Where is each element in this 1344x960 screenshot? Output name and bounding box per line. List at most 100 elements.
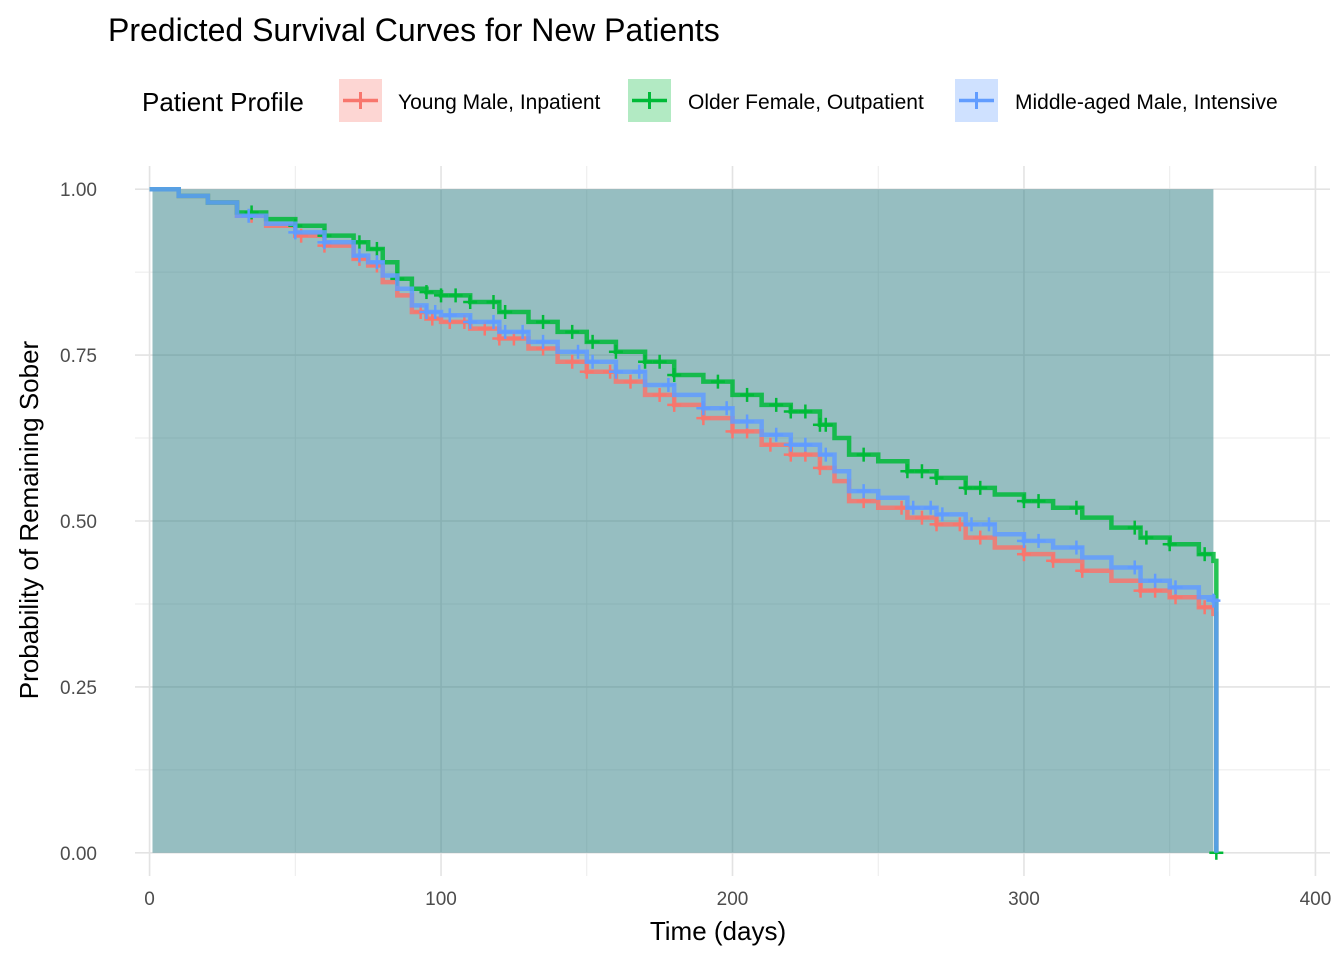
legend-label: Older Female, Outpatient — [688, 91, 924, 114]
censor-mark — [442, 308, 457, 323]
censor-mark — [652, 354, 667, 369]
censor-mark — [638, 354, 653, 369]
censor-mark — [740, 414, 755, 429]
censor-mark — [906, 500, 921, 515]
censor-mark — [958, 480, 973, 495]
censor-mark — [740, 387, 755, 402]
legend-item: Older Female, Outpatient — [628, 79, 924, 122]
censor-mark — [856, 447, 871, 462]
censor-mark — [1046, 553, 1061, 568]
censor-mark — [1127, 520, 1142, 535]
legend-label: Middle-aged Male, Intensive — [1015, 91, 1278, 114]
censor-mark — [935, 507, 950, 522]
censor-mark — [288, 225, 303, 240]
censor-mark — [486, 295, 501, 310]
censor-mark — [900, 464, 915, 479]
censor-mark — [923, 500, 938, 515]
censor-mark — [964, 517, 979, 532]
confidence-band — [152, 189, 1214, 853]
censor-mark — [486, 314, 501, 329]
censor-mark — [818, 447, 833, 462]
censor-mark — [498, 304, 513, 319]
censor-mark — [317, 235, 332, 250]
censor-mark — [536, 334, 551, 349]
censor-mark — [1206, 593, 1221, 608]
censor-mark — [579, 364, 594, 379]
censor-mark — [652, 387, 667, 402]
censor-mark — [608, 344, 623, 359]
censor-mark — [710, 374, 725, 389]
legend-items: Young Male, Inpatient Older Female, Outpa… — [339, 79, 1278, 122]
y-axis-title: Probability of Remaining Sober — [14, 340, 44, 699]
censor-mark — [515, 324, 530, 339]
x-axis-title: Time (days) — [650, 916, 786, 946]
censor-mark — [929, 470, 944, 485]
censor-mark — [719, 401, 734, 416]
censor-mark — [434, 288, 449, 303]
censor-mark — [608, 364, 623, 379]
censor-mark — [369, 241, 384, 256]
censor-mark — [1016, 547, 1031, 562]
censor-mark — [369, 255, 384, 270]
censor-mark — [1031, 533, 1046, 548]
censor-mark — [1127, 560, 1142, 575]
x-tick-label: 300 — [1008, 889, 1040, 910]
censor-mark — [463, 295, 478, 310]
censor-mark — [1197, 547, 1212, 562]
censor-mark — [1016, 533, 1031, 548]
censor-mark — [812, 460, 827, 475]
censor-mark — [1031, 494, 1046, 509]
legend-label: Young Male, Inpatient — [398, 91, 601, 114]
censor-mark — [1016, 494, 1031, 509]
y-tick-label: 0.50 — [60, 512, 97, 533]
censor-mark — [1133, 583, 1148, 598]
y-tick-label: 1.00 — [60, 180, 97, 201]
censor-mark — [769, 427, 784, 442]
censor-mark — [763, 437, 778, 452]
censor-mark — [632, 364, 647, 379]
censor-mark — [1168, 580, 1183, 595]
censor-mark — [1069, 540, 1084, 555]
censor-mark — [565, 324, 580, 339]
censor-mark — [448, 288, 463, 303]
censor-mark — [1148, 573, 1163, 588]
censor-mark — [725, 424, 740, 439]
censor-mark — [798, 404, 813, 419]
censor-mark — [1075, 563, 1090, 578]
y-tick-label: 0.00 — [60, 844, 97, 865]
censor-mark — [1197, 600, 1212, 615]
censor-mark — [661, 377, 676, 392]
censor-mark — [769, 397, 784, 412]
censor-mark — [498, 324, 513, 339]
censor-mark — [565, 354, 580, 369]
censor-mark — [798, 437, 813, 452]
censor-mark — [667, 368, 682, 383]
x-tick-label: 400 — [1300, 889, 1332, 910]
censor-mark — [419, 285, 434, 300]
censor-mark — [352, 248, 367, 263]
confidence-band-layer — [152, 189, 1214, 853]
censor-mark — [585, 354, 600, 369]
y-tick-label: 0.75 — [60, 346, 97, 367]
censor-mark — [914, 464, 929, 479]
y-axis-tick-labels: 0.00 0.25 0.50 0.75 1.00 — [60, 180, 97, 865]
censor-mark — [696, 401, 711, 416]
censor-mark — [585, 334, 600, 349]
censor-mark — [463, 314, 478, 329]
censor-mark — [973, 480, 988, 495]
censor-mark — [856, 484, 871, 499]
chart-title: Predicted Survival Curves for New Patien… — [108, 12, 720, 48]
censor-mark — [1162, 537, 1177, 552]
legend-title: Patient Profile — [142, 87, 304, 117]
censor-mark — [667, 397, 682, 412]
legend-item: Young Male, Inpatient — [339, 79, 601, 122]
censor-mark — [973, 530, 988, 545]
censor-mark — [1069, 500, 1084, 515]
legend: Patient Profile Young Male, Inpatient Old… — [142, 79, 1278, 122]
censor-mark — [1139, 530, 1154, 545]
censor-mark — [428, 304, 443, 319]
censor-mark — [623, 374, 638, 389]
series-group — [149, 186, 1221, 853]
y-tick-label: 0.25 — [60, 678, 97, 699]
censor-mark — [818, 417, 833, 432]
